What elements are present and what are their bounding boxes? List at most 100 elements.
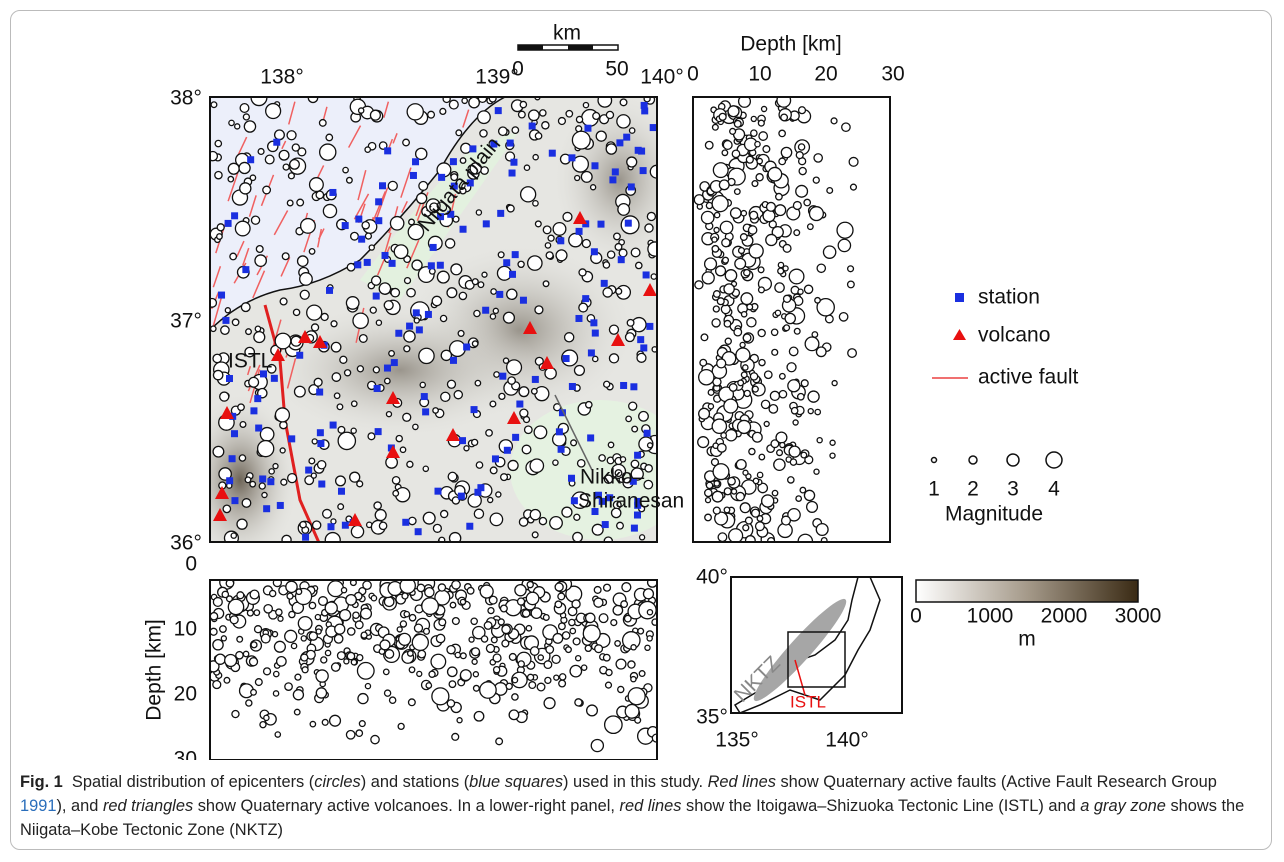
epicenter [731, 208, 741, 218]
epicenter [560, 674, 566, 680]
epicenter [747, 318, 756, 327]
epicenter [575, 176, 580, 181]
epicenter [394, 245, 408, 259]
lon-label: 138° [260, 66, 303, 89]
epicenter [520, 409, 528, 417]
epicenter [622, 583, 631, 592]
epicenter [528, 256, 542, 270]
epicenter [705, 258, 717, 270]
figure: km 0 50 138° 139° 140° 38° 37° 36° Niiga… [0, 0, 1284, 760]
epicenter [757, 158, 762, 163]
station [563, 355, 570, 362]
epicenter [728, 478, 735, 485]
station [395, 330, 402, 337]
epicenter [322, 719, 328, 725]
epicenter [758, 120, 764, 126]
station [529, 123, 536, 130]
epicenter [706, 498, 711, 503]
caption: Fig. 1 Spatial distribution of epicenter… [20, 770, 1265, 842]
epicenter [627, 319, 634, 326]
station [318, 481, 325, 488]
epicenter [538, 655, 543, 660]
epicenter [617, 115, 630, 128]
epicenter [766, 234, 777, 245]
epicenter [533, 155, 538, 160]
epicenter [351, 428, 356, 433]
epicenter [225, 308, 230, 313]
epicenter [814, 469, 819, 474]
station [425, 311, 432, 318]
epicenter [528, 674, 534, 680]
station [556, 428, 563, 435]
epicenter [472, 648, 480, 656]
station [273, 139, 280, 146]
magnitude-title: Magnitude [945, 503, 1043, 526]
lat-label: 38° [170, 87, 202, 110]
epicenter [705, 514, 712, 521]
epicenter [232, 711, 239, 718]
epicenter [441, 350, 451, 360]
epicenter [851, 184, 857, 190]
epicenter [585, 645, 591, 651]
epicenter [231, 533, 236, 538]
epicenter [389, 697, 395, 703]
station [317, 429, 324, 436]
station [355, 216, 362, 223]
epicenter [800, 487, 806, 493]
station [247, 156, 254, 163]
station [430, 244, 437, 251]
epicenter [449, 100, 458, 109]
epicenter [796, 185, 808, 197]
epicenter [778, 262, 783, 267]
epicenter [379, 283, 390, 294]
station [568, 475, 575, 482]
epicenter [735, 189, 741, 195]
station [305, 467, 312, 474]
epicenter [739, 248, 745, 254]
epicenter [404, 346, 410, 352]
station [222, 317, 229, 324]
station [338, 488, 345, 495]
epicenter [714, 212, 719, 217]
epicenter [301, 636, 306, 641]
epicenter [776, 193, 783, 200]
epicenter [794, 230, 800, 236]
epicenter [713, 306, 719, 312]
epicenter [376, 320, 381, 325]
epicenter [814, 154, 822, 162]
epicenter [694, 195, 704, 205]
station [463, 343, 470, 350]
epicenter [230, 616, 238, 624]
tick-label: 10 [174, 618, 197, 641]
epicenter [491, 637, 497, 643]
epicenter [756, 174, 763, 181]
epicenter [379, 522, 386, 529]
epicenter [608, 442, 613, 447]
epicenter [241, 303, 250, 312]
epicenter [573, 638, 580, 645]
epicenter [724, 488, 731, 495]
epicenter [447, 646, 455, 654]
station [226, 477, 233, 484]
epicenter [476, 210, 481, 215]
epicenter [374, 502, 381, 509]
epicenter [805, 337, 819, 351]
epicenter [574, 514, 580, 520]
station [250, 407, 257, 414]
epicenter [467, 587, 474, 594]
epicenter [553, 223, 566, 236]
epicenter [808, 224, 814, 230]
station [421, 393, 428, 400]
epicenter [426, 683, 431, 688]
epicenter [459, 292, 466, 299]
epicenter [757, 516, 763, 522]
epicenter [631, 645, 636, 650]
epicenter [508, 377, 515, 384]
epicenter [351, 660, 356, 665]
epicenter [321, 313, 328, 320]
tick-label: 0 [687, 63, 699, 86]
epicenter [287, 131, 296, 140]
epicenter [581, 665, 586, 670]
station [288, 435, 295, 442]
epicenter [774, 459, 785, 470]
